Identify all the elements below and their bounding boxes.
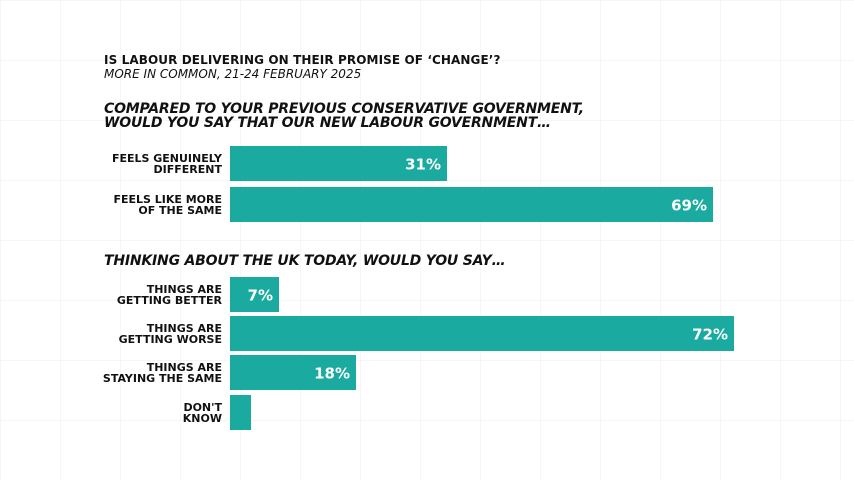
value-label: 18% — [314, 365, 350, 383]
bar-2-3 — [230, 355, 356, 390]
question-2: THINKING ABOUT THE UK TODAY, WOULD YOU S… — [104, 253, 506, 269]
value-label: 31% — [405, 156, 441, 174]
category-label: DIFFERENT — [154, 163, 223, 176]
category-label: FEELS LIKE MORE — [113, 193, 222, 206]
category-label: FEELS GENUINELY — [112, 152, 223, 165]
value-label: 72% — [692, 326, 728, 344]
question-2-line-1: THINKING ABOUT THE UK TODAY, WOULD YOU S… — [104, 253, 506, 269]
bar-2-2 — [230, 316, 734, 351]
chart-title: IS LABOUR DELIVERING ON THEIR PROMISE OF… — [104, 53, 501, 67]
question-1-line-1: COMPARED TO YOUR PREVIOUS CONSERVATIVE G… — [104, 101, 584, 117]
value-label: 69% — [671, 197, 707, 215]
value-label: 7% — [248, 287, 273, 305]
bar-1-2 — [230, 187, 713, 222]
question-1: COMPARED TO YOUR PREVIOUS CONSERVATIVE G… — [104, 102, 584, 130]
category-label: GETTING WORSE — [119, 333, 222, 346]
category-label: OF THE SAME — [138, 204, 222, 217]
bar-2-4 — [230, 395, 251, 430]
question-1-line-2: WOULD YOU SAY THAT OUR NEW LABOUR GOVERN… — [104, 115, 551, 131]
category-label: KNOW — [183, 412, 222, 425]
chart-subtitle: MORE IN COMMON, 21-24 FEBRUARY 2025 — [104, 67, 362, 81]
bar-1-1 — [230, 146, 447, 181]
category-label: THINGS ARE — [147, 283, 222, 296]
category-label: STAYING THE SAME — [103, 372, 222, 385]
category-label: DON'T — [183, 401, 222, 414]
category-label: THINGS ARE — [147, 361, 222, 374]
category-label: GETTING BETTER — [117, 294, 223, 307]
category-label: THINGS ARE — [147, 322, 222, 335]
bar-2-1 — [230, 277, 279, 312]
